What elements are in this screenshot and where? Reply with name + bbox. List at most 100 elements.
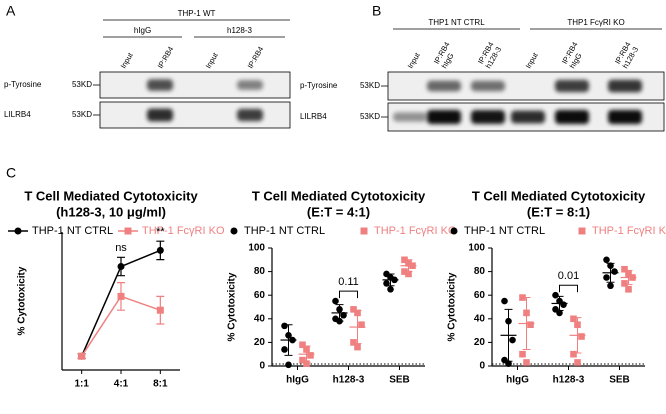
data-point <box>354 343 361 351</box>
data-point <box>625 286 632 293</box>
data-point <box>299 356 306 364</box>
data-point <box>570 350 577 358</box>
lane-group-label: THP1 FcγRI KO <box>567 18 624 27</box>
data-point <box>509 336 516 344</box>
chart-subtitle: (E:T = 8:1) <box>527 204 590 219</box>
legend-marker <box>230 227 238 235</box>
error-bar <box>353 310 362 345</box>
y-tick-label: 0 <box>259 361 265 372</box>
data-point <box>358 321 365 328</box>
lane-group-label: h128-3 <box>227 26 252 35</box>
error-bar <box>302 345 311 363</box>
blot-band <box>608 110 642 124</box>
error-bar <box>555 295 564 312</box>
legend-marker <box>578 227 586 235</box>
x-tick-label: 8:1 <box>153 379 168 390</box>
data-point <box>281 346 288 353</box>
lane-label-line: IP:RB4 <box>246 45 266 70</box>
significance-label: ns <box>115 242 127 254</box>
error-bar <box>284 324 293 356</box>
lane-label: Input <box>524 50 541 70</box>
data-point <box>560 301 567 308</box>
y-tick-label: 20 <box>254 337 266 348</box>
error-bar <box>624 269 633 286</box>
lane-label-line: Input <box>204 50 221 70</box>
data-point <box>303 360 310 367</box>
legend-marker <box>360 227 368 235</box>
significance-label: ** <box>156 226 165 238</box>
data-point <box>281 322 288 330</box>
blot-band <box>555 110 589 124</box>
lane-label-line: Input <box>406 50 423 70</box>
blot-band <box>555 79 589 93</box>
data-point <box>519 350 526 358</box>
legend-label: THP-1 FcγRI KO <box>592 225 666 237</box>
legend-label: THP-1 FcγRI KO <box>142 225 225 237</box>
data-point <box>285 361 292 369</box>
data-point <box>621 280 628 287</box>
lane-label: Input <box>119 50 136 70</box>
y-tick-label: 40 <box>474 313 486 324</box>
legend-marker <box>124 227 132 235</box>
row-label: p-Tyrosine <box>300 81 338 90</box>
blot-band <box>147 108 173 122</box>
data-point <box>527 321 534 328</box>
lane-label: IP:RB4 <box>246 45 266 70</box>
legend-label: THP-1 NT CTRL <box>32 225 113 237</box>
lane-label: IP:RB4 <box>156 45 176 70</box>
data-point <box>603 256 610 264</box>
legend-label: THP-1 FcγRI KO <box>374 225 457 237</box>
mw-marker: 53KD <box>72 80 92 89</box>
error-bar <box>504 308 513 362</box>
data-point <box>340 311 347 319</box>
chart-subtitle: (E:T = 4:1) <box>307 204 370 219</box>
blot-band <box>427 80 461 92</box>
legend-label: THP-1 NT CTRL <box>464 225 545 237</box>
error-bar <box>404 259 413 273</box>
data-point <box>556 309 563 317</box>
lane-label: Input <box>204 50 221 70</box>
lane-group-label: THP1 NT CTRL <box>428 18 485 27</box>
panel-letter: A <box>6 3 16 19</box>
row-label: p-Tyrosine <box>4 80 42 89</box>
blot-band <box>237 80 263 90</box>
y-tick-label: 100 <box>468 243 485 254</box>
data-point <box>607 282 614 290</box>
lane-label: IP:RB4hIgG <box>432 40 459 70</box>
chart-subtitle: (h128-3, 10 μg/ml) <box>56 204 166 219</box>
p-value-label: 0.01 <box>558 270 579 282</box>
data-point <box>299 341 306 349</box>
chart-title: T Cell Mediated Cytotoxicity <box>24 188 198 203</box>
significance-bracket <box>339 290 358 299</box>
x-tick-label: hIgG <box>286 375 309 386</box>
error-bar <box>335 304 344 322</box>
lane-label: Input <box>406 50 423 70</box>
mw-marker: 53KD <box>360 81 380 90</box>
x-tick-label: 4:1 <box>114 379 129 390</box>
data-point <box>387 286 394 293</box>
lane-group-label: THP-1 WT <box>178 9 216 18</box>
blot-band <box>237 108 263 122</box>
error-bar <box>606 262 615 283</box>
y-tick-label: 60 <box>254 290 266 301</box>
blot-band <box>471 110 505 124</box>
x-tick-label: SEB <box>389 375 410 386</box>
y-tick-label: 40 <box>254 313 266 324</box>
y-tick-label: 60 <box>474 290 486 301</box>
y-tick-label: 100 <box>248 243 265 254</box>
row-label: LILRB4 <box>4 110 31 119</box>
blot-band <box>427 110 461 124</box>
data-point <box>350 339 357 346</box>
legend-marker <box>14 227 22 235</box>
error-bar <box>522 297 531 350</box>
data-point <box>552 291 559 299</box>
row-label: LILRB4 <box>300 112 327 121</box>
data-point <box>405 270 412 278</box>
error-bar <box>573 317 582 354</box>
data-point <box>501 297 508 305</box>
panel-letter: B <box>372 3 381 19</box>
y-tick-label: 0 <box>479 361 485 372</box>
lane-label: IP:RB4h128-3 <box>476 40 503 70</box>
significance-bracket <box>559 284 578 293</box>
